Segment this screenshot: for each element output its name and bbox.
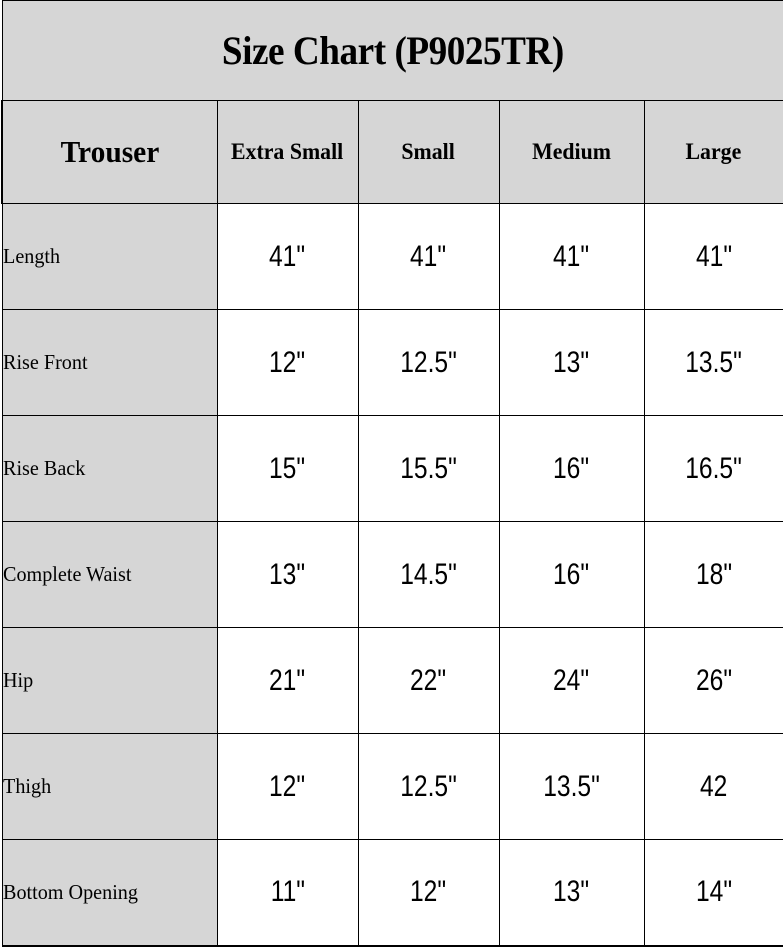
cell-value: 16": [553, 557, 590, 591]
cell-value: 12.5": [400, 345, 457, 379]
column-header-small: Small: [401, 139, 456, 164]
cell-value: 41": [269, 239, 306, 273]
cell-rise-front-extra-small: 12": [216, 309, 359, 416]
cell-rise-front-medium: 13": [498, 309, 645, 416]
cell-rise-back-small: 15.5": [357, 415, 500, 522]
cell-rise-front-large: 13.5": [643, 309, 783, 416]
cell-hip-medium: 24": [498, 627, 645, 734]
cell-length-small: 41": [357, 203, 500, 310]
row-label-text: Thigh: [2, 774, 51, 798]
cell-value: 41": [695, 239, 732, 273]
row-header-bottom-opening: Bottom Opening: [1, 839, 218, 947]
cell-value: 12.5": [400, 769, 457, 803]
column-header-label: Trouser: [60, 134, 160, 169]
cell-hip-large: 26": [643, 627, 783, 734]
cell-value: 16.5": [685, 451, 742, 485]
row-label-text: Hip: [2, 668, 33, 692]
column-header-medium: Medium: [532, 139, 611, 164]
header-cell-large: Large: [643, 100, 783, 204]
cell-value: 13": [269, 557, 306, 591]
cell-value: 16": [553, 451, 590, 485]
table-row: Hip 21" 22" 24" 26": [1, 627, 783, 734]
cell-value: 13.5": [685, 345, 742, 379]
cell-value: 18": [695, 557, 732, 591]
cell-thigh-medium: 13.5": [498, 733, 645, 840]
row-label-text: Length: [2, 244, 60, 268]
cell-value: 15": [269, 451, 306, 485]
cell-rise-front-small: 12.5": [357, 309, 500, 416]
cell-value: 41": [553, 239, 590, 273]
header-cell-medium: Medium: [498, 100, 645, 204]
cell-value: 15.5": [400, 451, 457, 485]
header-cell-extra-small: Extra Small: [216, 100, 359, 204]
cell-thigh-extra-small: 12": [216, 733, 359, 840]
cell-length-extra-small: 41": [216, 203, 359, 310]
chart-title-cell: Size Chart (P9025TR): [1, 0, 783, 101]
cell-complete-waist-medium: 16": [498, 521, 645, 628]
cell-rise-back-large: 16.5": [643, 415, 783, 522]
cell-value: 14.5": [400, 557, 457, 591]
cell-rise-back-medium: 16": [498, 415, 645, 522]
row-label-text: Rise Back: [2, 456, 85, 480]
cell-value: 12": [269, 345, 306, 379]
row-header-length: Length: [1, 203, 218, 310]
cell-hip-small: 22": [357, 627, 500, 734]
cell-bottom-opening-extra-small: 11": [216, 839, 359, 947]
cell-value: 11": [270, 875, 305, 909]
cell-value: 13": [553, 345, 590, 379]
table-row: Complete Waist 13" 14.5" 16" 18": [1, 521, 783, 628]
table-row: Thigh 12" 12.5" 13.5" 42: [1, 733, 783, 840]
cell-value: 21": [269, 663, 306, 697]
cell-length-medium: 41": [498, 203, 645, 310]
header-cell-trouser: Trouser: [1, 100, 218, 204]
row-label-text: Complete Waist: [2, 562, 131, 586]
cell-bottom-opening-medium: 13": [498, 839, 645, 947]
cell-value: 42: [699, 769, 728, 803]
cell-value: 24": [553, 663, 590, 697]
cell-length-large: 41": [643, 203, 783, 310]
cell-complete-waist-extra-small: 13": [216, 521, 359, 628]
column-header-extra-small: Extra Small: [231, 139, 344, 164]
table-row: Rise Back 15" 15.5" 16" 16.5": [1, 415, 783, 522]
column-header-large: Large: [685, 139, 742, 164]
row-header-complete-waist: Complete Waist: [1, 521, 218, 628]
table-row: Bottom Opening 11" 12" 13" 14": [1, 839, 783, 947]
row-header-hip: Hip: [1, 627, 218, 734]
table-row: Length 41" 41" 41" 41": [1, 203, 783, 310]
page-title: Size Chart (P9025TR): [221, 27, 564, 73]
cell-value: 12": [269, 769, 306, 803]
row-header-thigh: Thigh: [1, 733, 218, 840]
cell-value: 13": [553, 875, 590, 909]
header-cell-small: Small: [357, 100, 500, 204]
cell-hip-extra-small: 21": [216, 627, 359, 734]
cell-value: 41": [410, 239, 447, 273]
cell-rise-back-extra-small: 15": [216, 415, 359, 522]
cell-value: 12": [410, 875, 447, 909]
table-header-row: Trouser Extra Small Small Medium Large: [1, 100, 783, 204]
row-header-rise-back: Rise Back: [1, 415, 218, 522]
title-row: Size Chart (P9025TR): [1, 0, 783, 101]
cell-value: 13.5": [543, 769, 600, 803]
cell-value: 26": [695, 663, 732, 697]
cell-complete-waist-large: 18": [643, 521, 783, 628]
cell-value: 22": [410, 663, 447, 697]
table-row: Rise Front 12" 12.5" 13" 13.5": [1, 309, 783, 416]
row-label-text: Bottom Opening: [2, 879, 138, 904]
cell-complete-waist-small: 14.5": [357, 521, 500, 628]
cell-bottom-opening-large: 14": [643, 839, 783, 947]
cell-thigh-large: 42: [643, 733, 783, 840]
cell-value: 14": [695, 875, 732, 909]
cell-thigh-small: 12.5": [357, 733, 500, 840]
cell-bottom-opening-small: 12": [357, 839, 500, 947]
row-label-text: Rise Front: [2, 350, 88, 374]
row-header-rise-front: Rise Front: [1, 309, 218, 416]
